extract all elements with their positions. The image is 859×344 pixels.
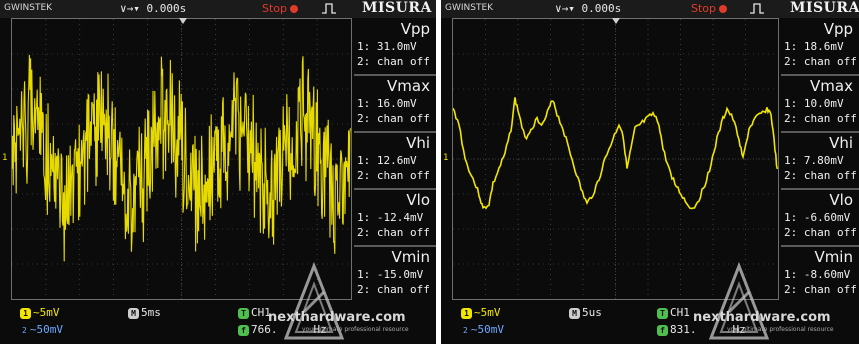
ch1-badge-icon: 1	[461, 308, 472, 319]
watermark-tagline: your ultimate professional resource	[302, 326, 409, 333]
brand-label: GWINSTEK	[4, 3, 53, 13]
watermark-text: nexthardware.com	[693, 310, 831, 325]
ch1-level-marker: 1	[443, 153, 449, 163]
ac-coupling-icon: ~	[470, 323, 478, 336]
ac-coupling-icon: ~	[33, 306, 40, 319]
trigger-badge-icon: T	[657, 308, 668, 319]
top-status-bar: GWINSTEK ∨→▾ 0.000s Stop MISURA	[441, 0, 859, 18]
time-readout: ∨→▾ 0.000s	[120, 2, 187, 15]
graticule	[453, 19, 778, 299]
measurement-vlo[interactable]: Vlo 1: -6.60mV 2: chan off	[781, 189, 859, 247]
waveform-display	[453, 19, 778, 299]
measurement-vhi[interactable]: Vhi 1: 12.6mV 2: chan off	[354, 132, 436, 190]
measurement-vmax[interactable]: Vmax 1: 10.0mV 2: chan off	[781, 75, 859, 133]
watermark-text: nexthardware.com	[268, 310, 406, 325]
trigger-position-marker	[179, 18, 187, 24]
run-dot-icon	[719, 5, 728, 13]
ch1-level-marker: 1	[2, 153, 8, 163]
ch1-scale[interactable]: 1 ~5mV	[461, 306, 501, 319]
measurement-vpp[interactable]: Vpp 1: 31.0mV 2: chan off	[354, 18, 436, 76]
top-status-bar: GWINSTEK ∨→▾ 0.000s Stop MISURA	[0, 0, 436, 18]
frequency-badge-icon: f	[238, 325, 249, 336]
rising-edge-icon	[322, 3, 336, 14]
watermark-logo-icon	[284, 262, 344, 340]
scope-screen-right: GWINSTEK ∨→▾ 0.000s Stop MISURA 1 Vpp 1:…	[441, 0, 859, 344]
ch1-trace	[453, 97, 778, 210]
measurement-panel: Vpp 1: 18.6mV 2: chan off Vmax 1: 10.0mV…	[781, 18, 859, 300]
scope-screen-left: GWINSTEK ∨→▾ 0.000s Stop MISURA 1 Vpp 1:…	[0, 0, 436, 344]
trigger-mode-icon: ∨→▾	[120, 2, 147, 15]
trigger-source[interactable]: T CH1	[657, 306, 690, 319]
trigger-badge-icon: T	[238, 308, 249, 319]
run-dot-icon	[290, 5, 299, 13]
ch2-scale[interactable]: 2 ~50mV	[22, 323, 63, 336]
timebase[interactable]: M 5us	[569, 306, 602, 319]
timebase-badge-icon: M	[569, 308, 580, 319]
trigger-mode-icon: ∨→▾	[555, 2, 582, 15]
watermark: nexthardware.com your ultimate professio…	[687, 262, 857, 342]
ch2-scale[interactable]: 2 ~50mV	[463, 323, 504, 336]
waveform-grid	[11, 18, 352, 300]
watermark-tagline: your ultimate professional resource	[727, 326, 834, 333]
measurement-vlo[interactable]: Vlo 1: -12.4mV 2: chan off	[354, 189, 436, 247]
ch1-scale[interactable]: 1 ~5mV	[20, 306, 60, 319]
trigger-source[interactable]: T CH1	[238, 306, 271, 319]
ac-coupling-icon: ~	[474, 306, 481, 319]
watermark: nexthardware.com your ultimate professio…	[262, 262, 432, 342]
run-state[interactable]: Stop	[262, 2, 299, 15]
timebase-badge-icon: M	[128, 308, 139, 319]
measurement-vmax[interactable]: Vmax 1: 16.0mV 2: chan off	[354, 75, 436, 133]
watermark-logo-icon	[709, 262, 769, 340]
ch1-trace	[12, 54, 351, 262]
waveform-grid	[452, 18, 779, 300]
ac-coupling-icon: ~	[29, 323, 37, 336]
timebase[interactable]: M 5ms	[128, 306, 161, 319]
measurement-vmin[interactable]: Vmin 1: -8.60mV 2: chan off	[784, 248, 857, 296]
trigger-position-marker	[612, 18, 620, 24]
brand-label: GWINSTEK	[445, 3, 494, 13]
measurement-panel: Vpp 1: 31.0mV 2: chan off Vmax 1: 16.0mV…	[354, 18, 436, 300]
rising-edge-icon	[750, 3, 764, 14]
measurement-vpp[interactable]: Vpp 1: 18.6mV 2: chan off	[781, 18, 859, 76]
frequency-badge-icon: f	[657, 325, 668, 336]
bottom-status-bar: 1 ~5mV 2 ~50mV M 5us T CH1 f 831. Hz	[441, 300, 859, 344]
ch1-badge-icon: 1	[20, 308, 31, 319]
time-readout: ∨→▾ 0.000s	[555, 2, 622, 15]
measurement-vhi[interactable]: Vhi 1: 7.80mV 2: chan off	[781, 132, 859, 190]
run-state[interactable]: Stop	[691, 2, 728, 15]
bottom-status-bar: 1 ~5mV 2 ~50mV M 5ms T CH1 f 766. Hz	[0, 300, 436, 344]
menu-title: MISURA	[362, 0, 432, 16]
waveform-display	[12, 19, 351, 299]
menu-title: MISURA	[790, 0, 859, 16]
measurement-vmin[interactable]: Vmin 1: -15.0mV 2: chan off	[357, 248, 430, 296]
